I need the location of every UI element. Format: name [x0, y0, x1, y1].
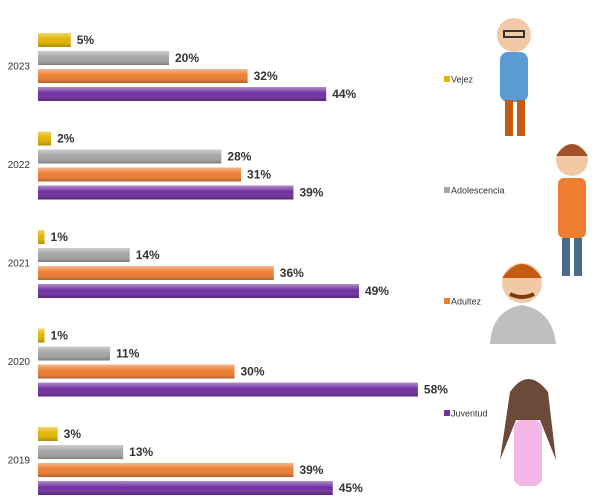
- data-label: 49%: [365, 284, 389, 298]
- bar-shine: [38, 149, 222, 164]
- data-label: 31%: [247, 168, 271, 182]
- bar-shine: [38, 167, 242, 182]
- bar-shine: [38, 328, 45, 343]
- data-label: 45%: [339, 481, 363, 495]
- bar-shine: [38, 445, 124, 459]
- bar-shine: [38, 463, 294, 477]
- y-tick-label: 2019: [8, 456, 31, 467]
- y-tick-label: 2022: [8, 160, 31, 171]
- elder-figure: [497, 18, 531, 136]
- data-label: 13%: [129, 445, 153, 459]
- legend-label: Adultez: [451, 296, 482, 306]
- bar-shine: [38, 230, 45, 244]
- legend-swatch: [444, 410, 450, 416]
- bar-shine: [38, 346, 111, 361]
- legend-label: Vejez: [451, 74, 474, 84]
- bar-shine: [38, 51, 169, 65]
- data-label: 1%: [51, 329, 69, 343]
- data-label: 28%: [227, 150, 251, 164]
- bar-shine: [38, 364, 235, 379]
- legend-label: Adolescencia: [451, 185, 505, 195]
- bar-shine: [38, 481, 333, 495]
- bar-shine: [38, 284, 359, 298]
- legend-swatch: [444, 298, 450, 304]
- y-tick-label: 2020: [8, 357, 31, 368]
- data-label: 39%: [299, 186, 323, 200]
- data-label: 14%: [136, 248, 160, 262]
- bar-shine: [38, 185, 294, 200]
- y-tick-label: 2023: [8, 62, 31, 73]
- youth-figure: [500, 379, 556, 486]
- bar-shine: [38, 427, 58, 441]
- bar-shine: [38, 131, 52, 146]
- data-label: 44%: [332, 87, 356, 101]
- bar-shine: [38, 382, 418, 397]
- bar-shine: [38, 33, 71, 47]
- data-label: 5%: [77, 33, 95, 47]
- data-label: 32%: [254, 69, 278, 83]
- data-label: 58%: [424, 383, 448, 397]
- data-label: 39%: [299, 463, 323, 477]
- bar-shine: [38, 69, 248, 83]
- teen-figure: [556, 144, 588, 276]
- data-label: 2%: [57, 132, 75, 146]
- data-label: 30%: [241, 365, 265, 379]
- bar-shine: [38, 248, 130, 262]
- data-label: 1%: [51, 230, 69, 244]
- y-tick-label: 2021: [8, 259, 31, 270]
- legend-label: Juventud: [451, 408, 488, 418]
- bar-shine: [38, 266, 274, 280]
- data-label: 36%: [280, 266, 304, 280]
- bar-shine: [38, 87, 327, 101]
- legend-swatch: [444, 76, 450, 82]
- data-label: 11%: [116, 347, 140, 361]
- legend-swatch: [444, 187, 450, 193]
- data-label: 20%: [175, 51, 199, 65]
- adult-figure: [490, 263, 556, 344]
- data-label: 3%: [64, 427, 82, 441]
